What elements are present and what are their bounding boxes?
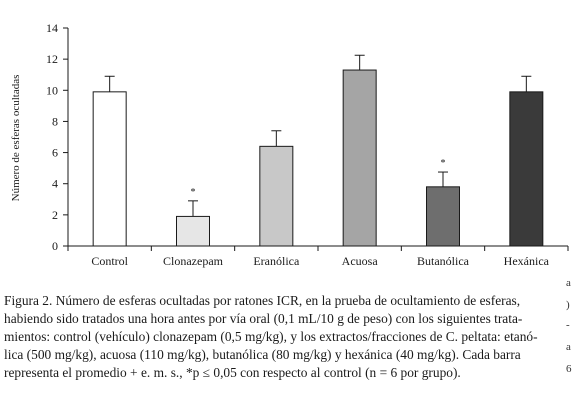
- bar: [426, 186, 460, 247]
- caption-line: Figura 2. Número de esferas ocultadas po…: [4, 293, 521, 308]
- significance-markers: **: [191, 158, 446, 198]
- bars: [92, 69, 544, 247]
- caption-line: mientos: control (vehículo) clonazepam (…: [4, 329, 538, 344]
- edge-glyph: a: [566, 341, 571, 353]
- y-tick-label: 4: [52, 177, 58, 191]
- x-tick-labels: Control Clonazepam Eranólica Acuosa Butanóli…: [91, 254, 549, 268]
- x-tick-label: Acuosa: [342, 254, 379, 268]
- bar: [92, 91, 127, 247]
- y-tick-label: 0: [52, 239, 58, 253]
- x-tick-label: Control: [91, 254, 128, 268]
- y-axis-label: Número de esferas ocultadas: [10, 75, 22, 202]
- bar: [176, 215, 210, 247]
- y-tick-label: 14: [46, 21, 58, 35]
- y-tick-label: 6: [52, 146, 58, 160]
- x-tick-label: Eranólica: [253, 254, 300, 268]
- bar: [342, 69, 377, 247]
- edge-glyph: 6: [566, 363, 572, 375]
- caption-line: habiendo sido tratados una hora antes po…: [4, 311, 523, 326]
- x-tick-label: Clonazepam: [163, 254, 224, 268]
- edge-glyph: -: [566, 319, 570, 331]
- x-tick-label: Butanólica: [417, 254, 470, 268]
- edge-glyph: a: [566, 277, 571, 289]
- caption-line: lica (500 mg/kg), acuosa (110 mg/kg), bu…: [4, 347, 521, 362]
- y-tick-label: 12: [46, 52, 58, 66]
- significance-marker: *: [441, 158, 446, 169]
- bar: [509, 91, 544, 247]
- y-tick-labels: 0 2 4 6 8 10 12 14: [46, 21, 58, 253]
- y-tick-label: 2: [52, 208, 58, 222]
- bar: [259, 145, 294, 247]
- figure-caption: Figura 2. Número de esferas ocultadas po…: [4, 292, 564, 382]
- edge-glyph: ): [566, 299, 570, 311]
- y-tick-label: 8: [52, 114, 58, 128]
- x-tick-label: Hexánica: [504, 254, 550, 268]
- x-axis: [67, 245, 569, 251]
- error-bars: [104, 54, 532, 217]
- significance-marker: *: [191, 187, 196, 198]
- y-axis: [63, 27, 69, 247]
- bar-chart: ** Control Clonazepam Eranólica Acuosa Butan…: [10, 21, 569, 268]
- y-tick-label: 10: [46, 83, 58, 97]
- caption-line: representa el promedio + e. m. s., *p ≤ …: [4, 365, 461, 380]
